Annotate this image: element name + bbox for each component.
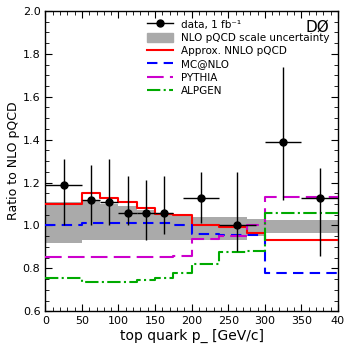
X-axis label: top quark p_ [GeV/c]: top quark p_ [GeV/c]	[120, 329, 264, 343]
Legend: data, 1 fb⁻¹, NLO pQCD scale uncertainty, Approx. NNLO pQCD, MC@NLO, PYTHIA, ALP: data, 1 fb⁻¹, NLO pQCD scale uncertainty…	[144, 16, 333, 99]
Text: DØ: DØ	[306, 20, 329, 35]
Y-axis label: Ratio to NLO pQCD: Ratio to NLO pQCD	[7, 102, 20, 220]
